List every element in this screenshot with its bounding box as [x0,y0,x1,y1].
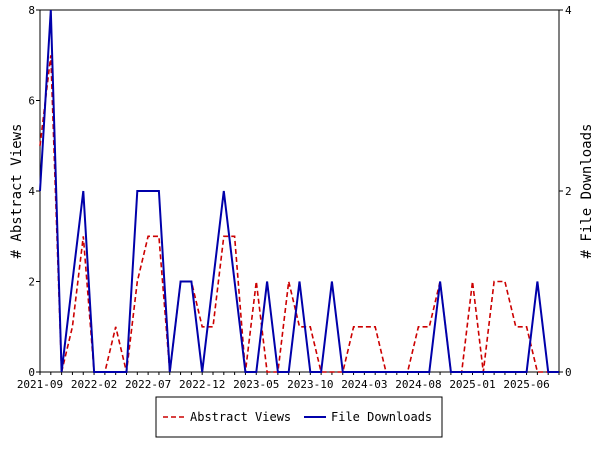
x-tick-label: 2025-06 [503,378,549,391]
y2-tick-label: 4 [565,4,572,17]
x-tick-label: 2024-03 [341,378,387,391]
x-tick-label: 2023-05 [233,378,279,391]
legend-box [155,396,443,438]
y-tick-label: 4 [28,185,35,198]
y-tick-label: 6 [28,95,35,108]
x-tick-label: 2023-10 [287,378,333,391]
y-tick-label: 0 [28,366,35,379]
x-tick-label: 2021-09 [17,378,63,391]
y-tick-label: 2 [28,276,35,289]
legend-label-abstract-views: Abstract Views [190,410,291,424]
x-tick-label: 2022-12 [179,378,225,391]
y2-tick-label: 0 [565,366,572,379]
legend-label-file-downloads: File Downloads [331,410,432,424]
series-line-abstract-views [39,55,559,373]
x-tick-label: 2022-02 [71,378,117,391]
x-tick-label: 2024-08 [395,378,441,391]
legend: Abstract Views File Downloads [155,396,443,438]
series-lines [39,9,559,373]
plot-frame [39,9,560,373]
x-tick-label: 2022-07 [125,378,171,391]
y-axis-title: # Abstract Views [9,124,25,259]
y2-tick-label: 2 [565,185,572,198]
ticks: 0 2 4 6 8 0 2 4 2021-09 2022-02 2022-07 2022-12 2023… [17,4,572,391]
y2-axis-title: # File Downloads [579,124,595,259]
x-tick-label: 2025-01 [449,378,495,391]
plot-area: 0 2 4 6 8 0 2 4 2021-09 2022-02 2022-07 2022-12 2023… [17,4,572,391]
y-tick-label: 8 [28,4,35,17]
series-line-file-downloads [39,9,559,373]
